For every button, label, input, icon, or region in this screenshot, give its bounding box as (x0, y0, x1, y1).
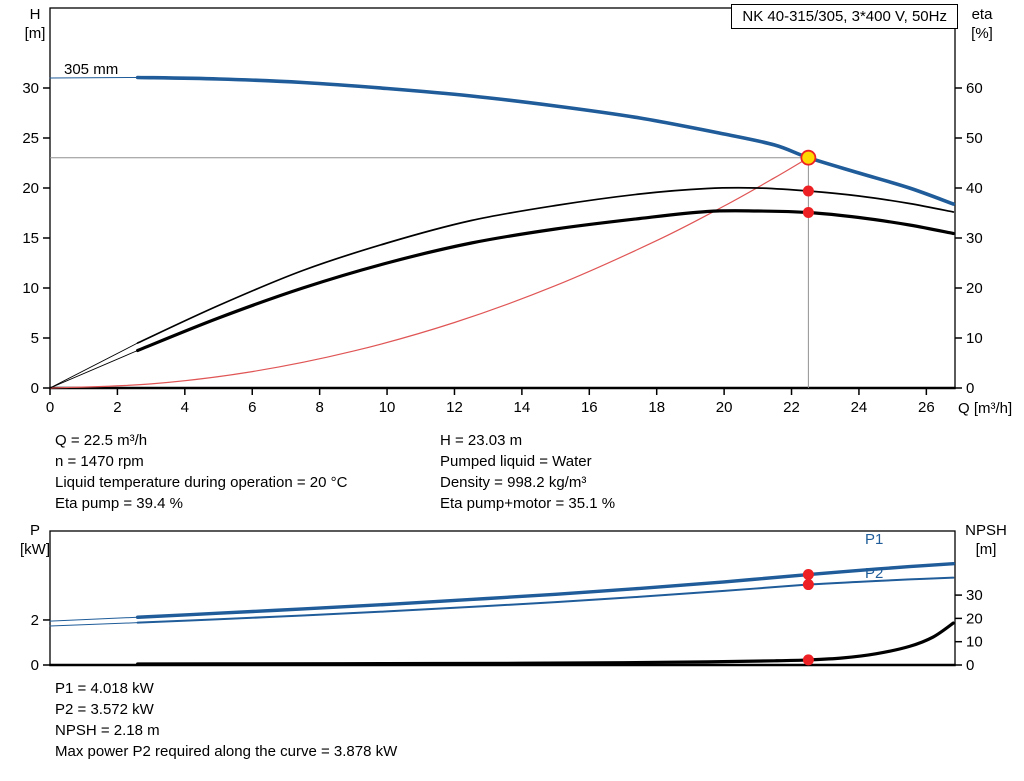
eta-axis-title-line2: [%] (971, 25, 993, 42)
eta-pump-curve (136, 186, 955, 344)
p1-lead (49, 616, 139, 622)
pump-designation-box: NK 40-315/305, 3*400 V, 50Hz (731, 4, 958, 29)
p2-curve (136, 576, 955, 624)
npsh-axis-title-line1: NPSH (965, 522, 1007, 539)
y-right-tick-label: 10 (966, 330, 983, 347)
x-tick-label: 8 (315, 399, 323, 416)
x-tick-label: 4 (181, 399, 189, 416)
x-tick-label: 12 (446, 399, 463, 416)
eta-pump-lead (49, 342, 139, 389)
y-right-tick-label: 10 (966, 634, 983, 651)
eta-axis-title: eta [%] (956, 5, 1008, 43)
y-left-tick-label: 0 (31, 380, 39, 397)
y-right-tick-label: 40 (966, 180, 983, 197)
pump-curve-305mm (135, 75, 956, 206)
y-left-tick-label: 25 (22, 130, 39, 147)
x-tick-label: 20 (716, 399, 733, 416)
eta-pump-motor-point (802, 207, 814, 218)
y-right-tick-label: 20 (966, 280, 983, 297)
y-right-tick-label: 60 (966, 80, 983, 97)
y-left-tick-label: 0 (31, 657, 39, 674)
info-eta-pump-motor: Eta pump+motor = 35.1 % (440, 495, 616, 512)
duty-info-right: H = 23.03 m Pumped liquid = Water Densit… (440, 430, 615, 514)
head-axis-title-line2: [m] (24, 25, 46, 42)
y-left-tick-label: 20 (22, 180, 39, 197)
npsh-axis-title: NPSH [m] (960, 521, 1012, 559)
x-tick-label: 0 (46, 399, 54, 416)
info-liquid-temperature: Liquid temperature during operation = 20… (55, 474, 348, 491)
duty-point (800, 149, 817, 166)
y-left-tick-label: 30 (22, 80, 39, 97)
power-axis-title-line1: P (29, 522, 40, 539)
p2-curve-label: P2 (865, 565, 884, 582)
system-curve (49, 157, 809, 389)
npsh-axis-title-line2: [m] (975, 541, 997, 558)
y-left-tick-label: 10 (22, 280, 39, 297)
power-info: P1 = 4.018 kW P2 = 3.572 kW NPSH = 2.18 … (55, 678, 397, 762)
info-p2: P2 = 3.572 kW (55, 701, 154, 718)
info-eta-pump: Eta pump = 39.4 % (55, 495, 183, 512)
p1-point (802, 569, 814, 581)
y-right-tick-label: 50 (966, 130, 983, 147)
p2-point (802, 579, 814, 591)
y-right-tick-label: 20 (966, 610, 983, 627)
head-axis-title: H [m] (9, 5, 61, 43)
x-tick-label: 22 (783, 399, 800, 416)
qh-chart: 0 2 4 6 8 10 12 14 16 18 20 22 24 2605101520253001020… (22, 7, 983, 416)
eta-pump-motor-lead (49, 350, 139, 389)
eta-pump-motor-curve (136, 209, 955, 353)
x-tick-label: 14 (514, 399, 531, 416)
info-density: Density = 998.2 kg/m³ (440, 474, 587, 491)
head-axis-title-line1: H (29, 6, 41, 23)
info-npsh: NPSH = 2.18 m (55, 722, 160, 739)
eta-pump-point (802, 185, 814, 197)
y-right-tick-label: 0 (966, 380, 974, 397)
eta-axis-title-line1: eta (971, 6, 993, 23)
info-max-power: Max power P2 required along the curve = … (55, 743, 398, 760)
x-tick-label: 2 (113, 399, 121, 416)
info-head: H = 23.03 m (440, 432, 523, 449)
p1-curve-label: P1 (865, 531, 884, 548)
duty-info-left: Q = 22.5 m³/h n = 1470 rpm Liquid temper… (55, 430, 347, 514)
p1-curve (135, 561, 956, 619)
y-right-tick-label: 30 (966, 587, 983, 604)
y-right-tick-label: 30 (966, 230, 983, 247)
info-speed: n = 1470 rpm (55, 453, 144, 470)
impeller-size-label: 305 mm (64, 61, 119, 78)
x-tick-label: 16 (581, 399, 598, 416)
x-tick-label: 18 (648, 399, 665, 416)
y-left-tick-label: 5 (31, 330, 39, 347)
info-flow: Q = 22.5 m³/h (55, 432, 148, 449)
y-right-tick-label: 0 (966, 657, 974, 674)
p2-lead (49, 622, 139, 627)
x-tick-label: 10 (379, 399, 396, 416)
y-left-tick-label: 2 (31, 612, 39, 629)
info-p1: P1 = 4.018 kW (55, 680, 154, 697)
pump-curve-lead (49, 77, 139, 79)
power-axis-title: P [kW] (9, 521, 61, 559)
info-pumped-liquid: Pumped liquid = Water (440, 453, 592, 470)
flow-axis-title: Q [m³/h] (958, 400, 1013, 417)
power-axis-title-line2: [kW] (20, 541, 50, 558)
y-left-tick-label: 15 (22, 230, 39, 247)
npsh-point (802, 654, 814, 666)
npsh-curve (136, 621, 955, 666)
x-tick-label: 6 (248, 399, 256, 416)
x-tick-label: 26 (918, 399, 935, 416)
x-tick-label: 24 (851, 399, 868, 416)
